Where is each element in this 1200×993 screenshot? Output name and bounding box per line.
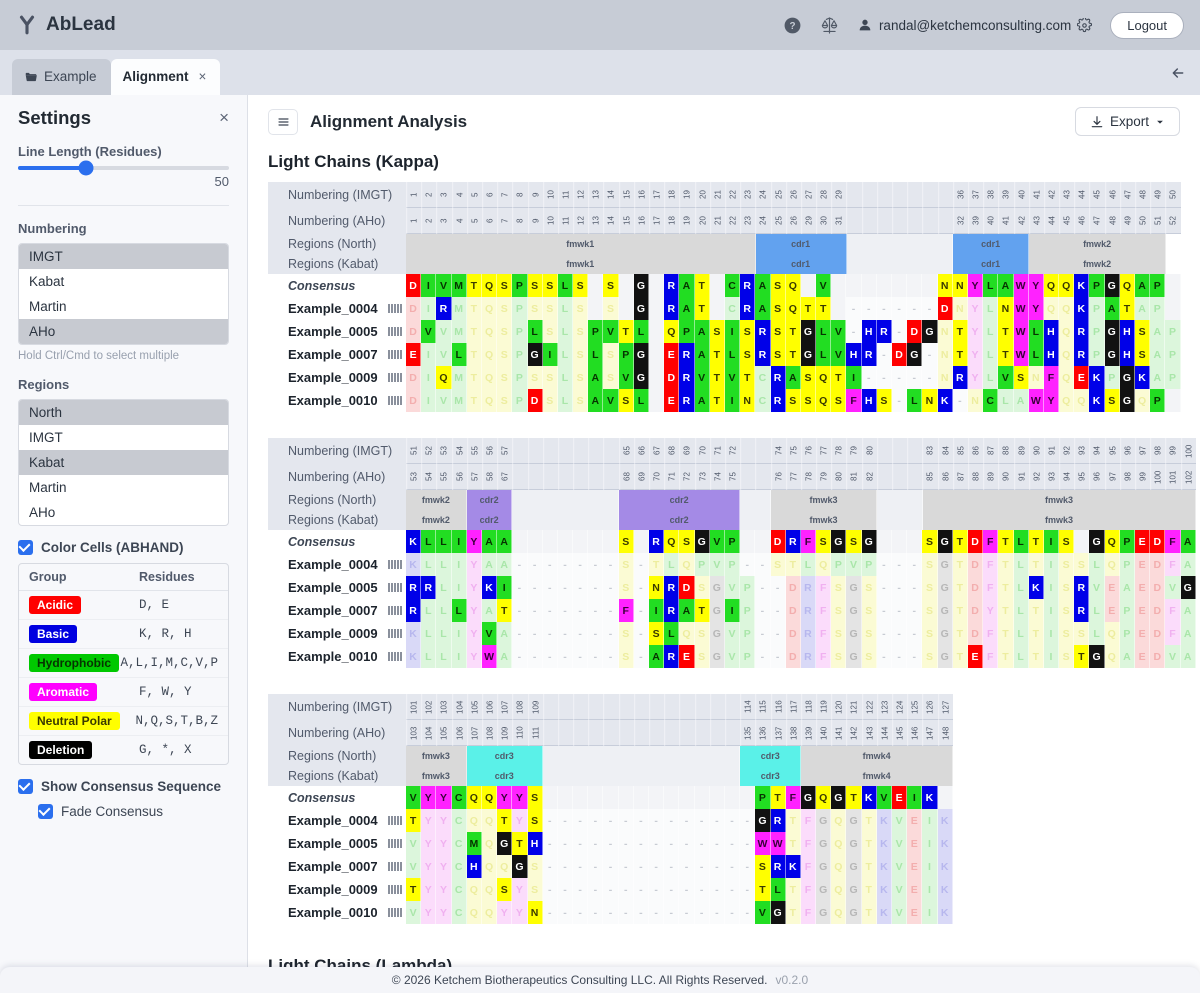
svg-text:?: ?	[789, 21, 795, 32]
